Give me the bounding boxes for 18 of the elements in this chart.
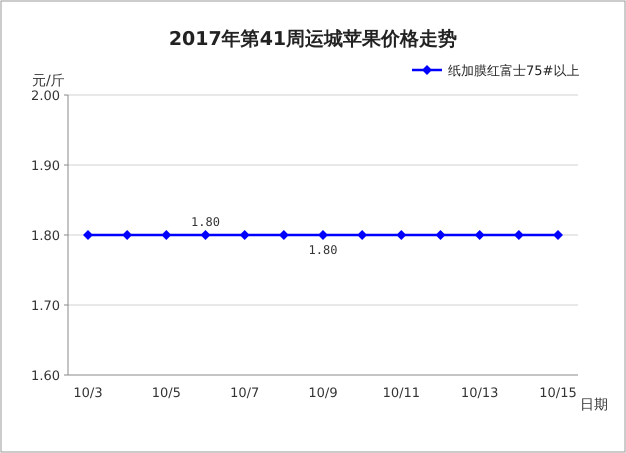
y-tick-label: 1.90 xyxy=(31,159,60,174)
x-tick-label: 10/9 xyxy=(308,386,338,401)
data-label: 1.80 xyxy=(191,215,220,229)
legend-label: 纸加膜红富士75#以上 xyxy=(448,63,580,79)
y-axis-title: 元/斤 xyxy=(32,73,65,89)
y-tick-label: 2.00 xyxy=(31,89,60,104)
x-tick-label: 10/7 xyxy=(230,386,260,401)
data-label: 1.80 xyxy=(308,243,338,257)
x-tick-label: 10/3 xyxy=(73,386,103,401)
x-axis-title: 日期 xyxy=(580,397,608,413)
y-tick-label: 1.80 xyxy=(31,229,60,244)
x-tick-label: 10/15 xyxy=(539,386,577,401)
y-tick-label: 1.60 xyxy=(31,369,60,384)
y-tick-label: 1.70 xyxy=(31,299,60,314)
chart-title: 2017年第41周运城苹果价格走势 xyxy=(168,28,458,50)
x-tick-label: 10/13 xyxy=(460,386,498,401)
x-tick-label: 10/5 xyxy=(152,386,181,401)
x-tick-label: 10/11 xyxy=(382,386,420,401)
